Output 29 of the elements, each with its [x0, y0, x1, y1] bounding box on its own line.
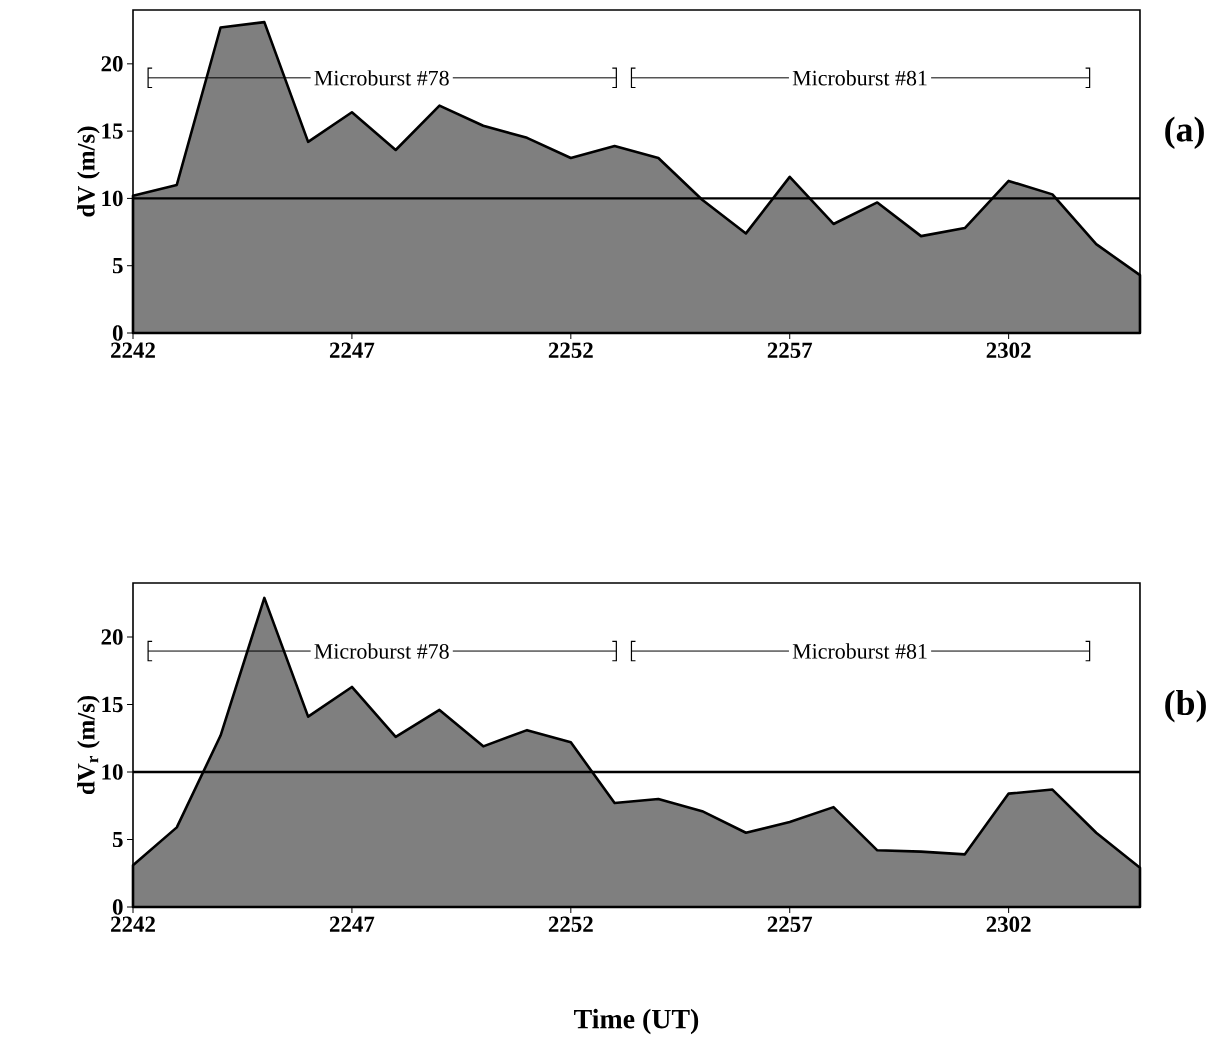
annotation: Microburst #78	[314, 643, 449, 659]
x-tick-label: 2257	[767, 916, 813, 932]
x-tick-label: 2302	[986, 916, 1031, 932]
y-tick-label: 0	[112, 899, 123, 915]
x-tick-label: 2242	[111, 342, 155, 358]
y-tick-label: 10	[102, 190, 123, 207]
annotation: Microburst #78	[314, 70, 449, 86]
y-tick-label: 15	[102, 123, 123, 139]
y-tick-label: 10	[102, 764, 123, 780]
x-tick-label: 2247	[329, 916, 375, 932]
x-tick-label: 2252	[548, 916, 593, 932]
y-tick-label: 0	[112, 325, 123, 341]
x-tick-label: 2257	[767, 342, 813, 358]
y-tick-label: 5	[112, 831, 123, 848]
annotation: Microburst #81	[792, 643, 927, 659]
y-tick-label: 20	[101, 56, 123, 72]
text: (a)	[1165, 116, 1204, 150]
y-tick-label: 15	[102, 696, 123, 713]
x-tick-label: 2252	[548, 342, 593, 358]
x-tick-label: 2247	[329, 342, 375, 358]
y-tick-label: 5	[112, 258, 123, 274]
annotation: Microburst #81	[792, 70, 927, 86]
x-tick-label: 2302	[986, 342, 1031, 358]
x-axis-title: Time (UT)	[574, 1008, 699, 1035]
y-axis-title: dV (m/s)	[77, 126, 100, 217]
text: (b)	[1165, 689, 1206, 723]
y-axis-title: dV$_{r}$ (m/s)	[77, 695, 100, 795]
x-tick-label: 2242	[111, 916, 155, 932]
y-tick-label: 20	[101, 629, 123, 645]
